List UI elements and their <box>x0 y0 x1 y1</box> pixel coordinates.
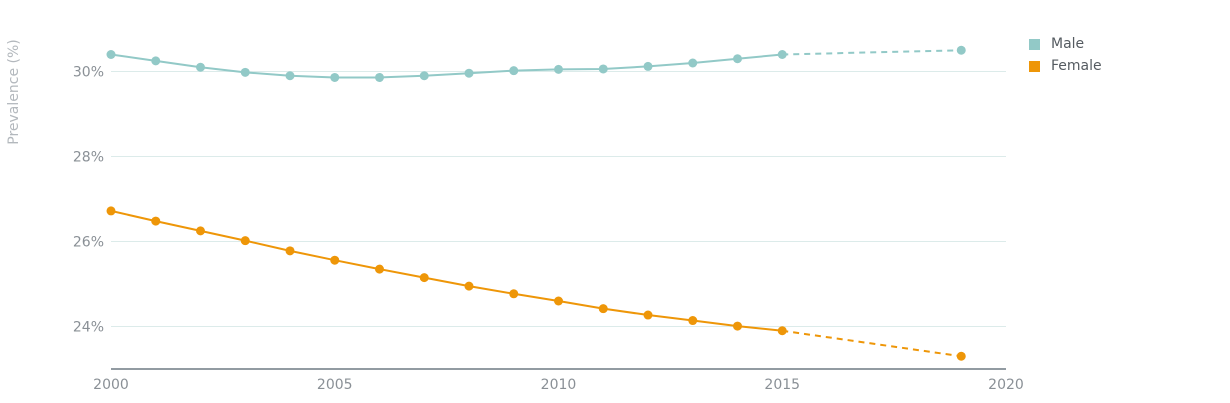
data-point-male[interactable] <box>151 56 161 66</box>
x-tick-label: 2020 <box>988 377 1024 393</box>
x-tick-label: 2005 <box>317 377 353 393</box>
data-point-female[interactable] <box>733 321 742 331</box>
data-point-male[interactable] <box>509 66 519 76</box>
data-point-male[interactable] <box>956 45 966 55</box>
data-point-female[interactable] <box>956 351 966 361</box>
legend-swatch-male <box>1029 38 1040 50</box>
data-point-male[interactable] <box>285 71 295 81</box>
data-point-male[interactable] <box>643 61 653 71</box>
y-tick-label: 30% <box>73 65 104 81</box>
data-point-female[interactable] <box>598 304 608 314</box>
data-point-female[interactable] <box>643 310 653 320</box>
data-point-female[interactable] <box>196 226 205 236</box>
legend-item-female[interactable]: Female <box>1029 55 1102 77</box>
axes: 24% 26% 28% 30% 2000 2005 2010 2015 2020 <box>73 65 1024 394</box>
legend-swatch-female <box>1029 60 1040 72</box>
data-point-female[interactable] <box>330 255 340 265</box>
data-point-male[interactable] <box>688 58 698 68</box>
series-points <box>106 45 966 361</box>
data-point-male[interactable] <box>598 64 608 74</box>
x-tick-label: 2010 <box>541 377 577 393</box>
series-projection-female <box>782 329 962 358</box>
data-point-female[interactable] <box>151 216 161 226</box>
x-tick-label: 2015 <box>764 377 800 393</box>
data-point-male[interactable] <box>554 64 563 74</box>
y-tick-label: 28% <box>73 150 104 166</box>
y-tick-label: 26% <box>73 235 104 251</box>
data-point-female[interactable] <box>106 206 116 216</box>
data-point-male[interactable] <box>733 54 742 64</box>
data-point-female[interactable] <box>240 236 250 246</box>
data-point-female[interactable] <box>285 246 295 256</box>
data-point-male[interactable] <box>777 50 787 59</box>
data-point-male[interactable] <box>240 67 250 77</box>
data-point-male[interactable] <box>196 62 205 72</box>
data-point-female[interactable] <box>375 264 384 274</box>
data-point-male[interactable] <box>106 50 116 59</box>
legend-item-male[interactable]: Male <box>1029 33 1102 55</box>
series-line-female <box>110 209 783 332</box>
legend: Male Female <box>1029 33 1102 77</box>
y-axis-label: Prevalence (%) <box>6 39 22 145</box>
grid-lines <box>111 71 1006 327</box>
data-point-male[interactable] <box>419 71 429 81</box>
series-lines <box>110 49 962 358</box>
y-tick-label: 24% <box>73 320 104 336</box>
x-tick-label: 2000 <box>93 377 129 393</box>
data-point-male[interactable] <box>375 72 384 82</box>
data-point-female[interactable] <box>419 273 429 283</box>
data-point-female[interactable] <box>777 326 787 336</box>
series-projection-male <box>782 49 962 56</box>
series-line-male <box>110 53 783 79</box>
data-point-female[interactable] <box>509 289 519 299</box>
legend-label-male: Male <box>1051 36 1085 52</box>
data-point-female[interactable] <box>688 316 698 326</box>
data-point-male[interactable] <box>330 72 340 82</box>
legend-label-female: Female <box>1051 58 1102 74</box>
data-point-female[interactable] <box>554 296 563 306</box>
data-point-male[interactable] <box>464 68 474 78</box>
data-point-female[interactable] <box>464 281 474 291</box>
